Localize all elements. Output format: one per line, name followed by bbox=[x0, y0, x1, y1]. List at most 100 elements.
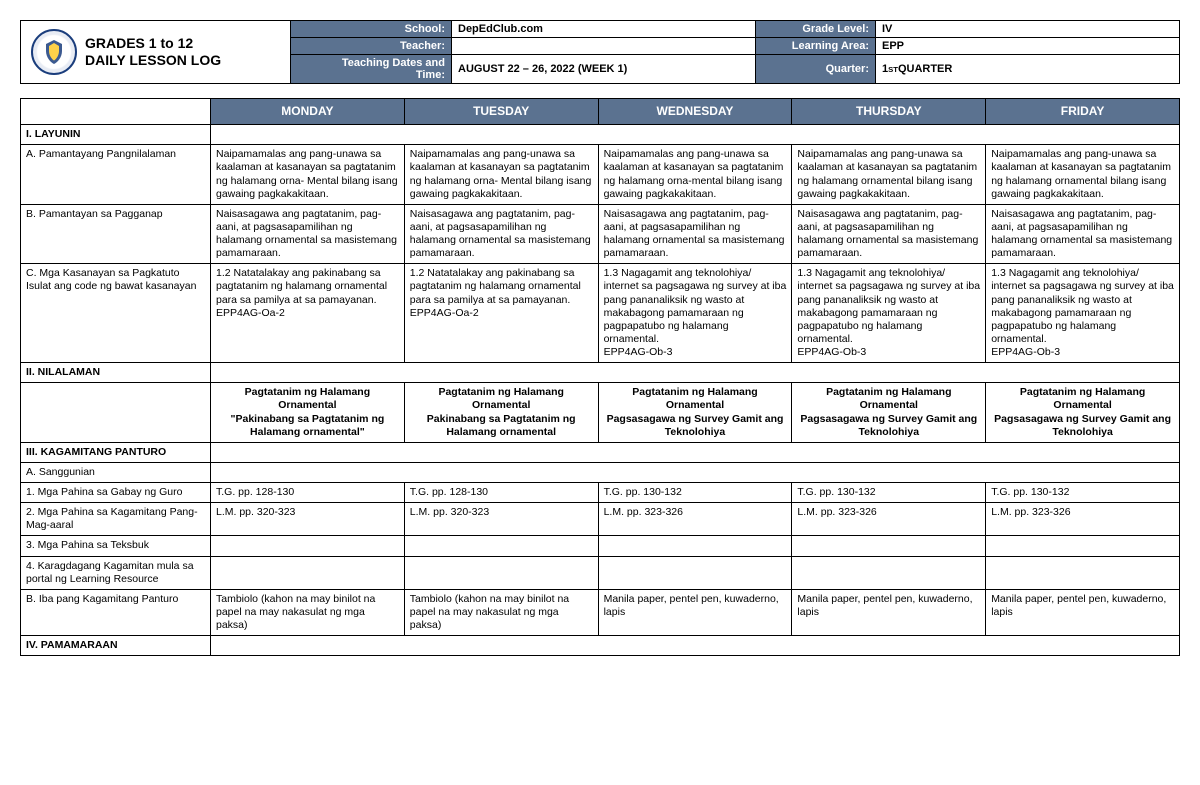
layunin-span bbox=[211, 125, 1180, 145]
row-kasanayan: C. Mga Kasanayan sa Pagkatuto Isulat ang… bbox=[21, 264, 1180, 363]
day-friday: FRIDAY bbox=[986, 99, 1180, 125]
cell: 1.2 Natatalakay ang pakinabang sa pagtat… bbox=[404, 264, 598, 363]
row-gabay: 1. Mga Pahina sa Gabay ng Guro T.G. pp. … bbox=[21, 483, 1180, 503]
cell: T.G. pp. 130-132 bbox=[986, 483, 1180, 503]
cell: L.M. pp. 323-326 bbox=[598, 503, 792, 536]
quarter-suffix: QUARTER bbox=[898, 63, 952, 75]
cell: Naipamamalas ang pang-unawa sa kaalaman … bbox=[211, 145, 405, 205]
grade-value: IV bbox=[875, 21, 1179, 38]
cell: L.M. pp. 323-326 bbox=[986, 503, 1180, 536]
row-pamantayang: A. Pamantayang Pangnilalaman Naipamamala… bbox=[21, 145, 1180, 205]
day-monday: MONDAY bbox=[211, 99, 405, 125]
cell: T.G. pp. 128-130 bbox=[404, 483, 598, 503]
row-pagganap: B. Pamantayan sa Pagganap Naisasagawa an… bbox=[21, 204, 1180, 264]
day-thursday: THURSDAY bbox=[792, 99, 986, 125]
kagamitan-span bbox=[211, 442, 1180, 462]
cell: L.M. pp. 323-326 bbox=[792, 503, 986, 536]
cell bbox=[792, 536, 986, 556]
ibapang-label: B. Iba pang Kagamitang Panturo bbox=[21, 589, 211, 635]
section-pamamaraan: IV. PAMAMARAAN bbox=[21, 636, 1180, 656]
cell: L.M. pp. 320-323 bbox=[404, 503, 598, 536]
cell: Naipamamalas ang pang-unawa sa kaalaman … bbox=[986, 145, 1180, 205]
nilalaman-label: II. NILALAMAN bbox=[21, 363, 211, 383]
grade-label: Grade Level: bbox=[755, 21, 875, 38]
cell: Manila paper, pentel pen, kuwaderno, lap… bbox=[598, 589, 792, 635]
section-kagamitan: III. KAGAMITANG PANTURO bbox=[21, 442, 1180, 462]
cell: Naipamamalas ang pang-unawa sa kaalaman … bbox=[792, 145, 986, 205]
cell: Pagtatanim ng Halamang Ornamental "Pakin… bbox=[211, 383, 405, 443]
cell: Manila paper, pentel pen, kuwaderno, lap… bbox=[792, 589, 986, 635]
magaaral-label: 2. Mga Pahina sa Kagamitang Pang-Mag-aar… bbox=[21, 503, 211, 536]
day-wednesday: WEDNESDAY bbox=[598, 99, 792, 125]
sanggunian-label: A. Sanggunian bbox=[21, 462, 211, 482]
cell: Naisasagawa ang pagtatanim, pag-aani, at… bbox=[986, 204, 1180, 264]
section-layunin: I. LAYUNIN bbox=[21, 125, 1180, 145]
title-line-1: GRADES 1 to 12 bbox=[85, 35, 221, 52]
row-karagdagan: 4. Karagdagang Kagamitan mula sa portal … bbox=[21, 556, 1180, 589]
stub-header bbox=[21, 99, 211, 125]
title-line-2: DAILY LESSON LOG bbox=[85, 52, 221, 69]
kasanayan-label: C. Mga Kasanayan sa Pagkatuto Isulat ang… bbox=[21, 264, 211, 363]
section-nilalaman: II. NILALAMAN bbox=[21, 363, 1180, 383]
cell: T.G. pp. 130-132 bbox=[598, 483, 792, 503]
cell: Naisasagawa ang pagtatanim, pag-aani, at… bbox=[211, 204, 405, 264]
layunin-label: I. LAYUNIN bbox=[21, 125, 211, 145]
cell: T.G. pp. 128-130 bbox=[211, 483, 405, 503]
cell: Pagtatanim ng Halamang Ornamental Pagsas… bbox=[598, 383, 792, 443]
dates-value: AUGUST 22 – 26, 2022 (WEEK 1) bbox=[451, 55, 755, 83]
teksbuk-label: 3. Mga Pahina sa Teksbuk bbox=[21, 536, 211, 556]
pamantayang-label: A. Pamantayang Pangnilalaman bbox=[21, 145, 211, 205]
row-sanggunian: A. Sanggunian bbox=[21, 462, 1180, 482]
cell: Tambiolo (kahon na may binilot na papel … bbox=[404, 589, 598, 635]
day-header-row: MONDAY TUESDAY WEDNESDAY THURSDAY FRIDAY bbox=[21, 99, 1180, 125]
row-ibapang: B. Iba pang Kagamitang Panturo Tambiolo … bbox=[21, 589, 1180, 635]
deped-logo-icon bbox=[31, 29, 77, 75]
area-value: EPP bbox=[875, 38, 1179, 55]
nilalaman-span bbox=[211, 363, 1180, 383]
cell: 1.2 Natatalakay ang pakinabang sa pagtat… bbox=[211, 264, 405, 363]
document-header: GRADES 1 to 12 DAILY LESSON LOG School: … bbox=[20, 20, 1180, 84]
cell: Pagtatanim ng Halamang Ornamental Pagsas… bbox=[986, 383, 1180, 443]
kagamitan-label: III. KAGAMITANG PANTURO bbox=[21, 442, 211, 462]
cell: Naisasagawa ang pagtatanim, pag-aani, at… bbox=[598, 204, 792, 264]
karagdagan-label: 4. Karagdagang Kagamitan mula sa portal … bbox=[21, 556, 211, 589]
dates-label-line2: Time: bbox=[416, 69, 445, 81]
cell bbox=[404, 536, 598, 556]
cell: Naipamamalas ang pang-unawa sa kaalaman … bbox=[404, 145, 598, 205]
cell bbox=[986, 536, 1180, 556]
cell: Naipamamalas ang pang-unawa sa kaalaman … bbox=[598, 145, 792, 205]
area-label: Learning Area: bbox=[755, 38, 875, 55]
header-left: GRADES 1 to 12 DAILY LESSON LOG bbox=[21, 21, 291, 83]
cell bbox=[986, 556, 1180, 589]
gabay-label: 1. Mga Pahina sa Gabay ng Guro bbox=[21, 483, 211, 503]
pagganap-label: B. Pamantayan sa Pagganap bbox=[21, 204, 211, 264]
row-magaaral: 2. Mga Pahina sa Kagamitang Pang-Mag-aar… bbox=[21, 503, 1180, 536]
row-teksbuk: 3. Mga Pahina sa Teksbuk bbox=[21, 536, 1180, 556]
school-label: School: bbox=[291, 21, 451, 38]
cell bbox=[792, 556, 986, 589]
cell: L.M. pp. 320-323 bbox=[211, 503, 405, 536]
cell: Naisasagawa ang pagtatanim, pag-aani, at… bbox=[404, 204, 598, 264]
cell: Manila paper, pentel pen, kuwaderno, lap… bbox=[986, 589, 1180, 635]
header-right: School: DepEdClub.com Grade Level: IV Te… bbox=[291, 21, 1179, 83]
cell: Tambiolo (kahon na may binilot na papel … bbox=[211, 589, 405, 635]
cell: T.G. pp. 130-132 bbox=[792, 483, 986, 503]
dates-label-line1: Teaching Dates and bbox=[342, 57, 445, 69]
quarter-sup: ST bbox=[888, 65, 898, 74]
dates-label: Teaching Dates and Time: bbox=[291, 55, 451, 83]
cell: 1.3 Nagagamit ang teknolohiya/ internet … bbox=[598, 264, 792, 363]
cell: Naisasagawa ang pagtatanim, pag-aani, at… bbox=[792, 204, 986, 264]
cell: Pagtatanim ng Halamang Ornamental Pagsas… bbox=[792, 383, 986, 443]
nilalaman-stub bbox=[21, 383, 211, 443]
lesson-table: MONDAY TUESDAY WEDNESDAY THURSDAY FRIDAY… bbox=[20, 98, 1180, 656]
teacher-label: Teacher: bbox=[291, 38, 451, 55]
cell: Pagtatanim ng Halamang Ornamental Pakina… bbox=[404, 383, 598, 443]
cell: 1.3 Nagagamit ang teknolohiya/ internet … bbox=[792, 264, 986, 363]
cell bbox=[598, 536, 792, 556]
cell bbox=[598, 556, 792, 589]
teacher-value bbox=[451, 38, 755, 55]
sanggunian-span bbox=[211, 462, 1180, 482]
quarter-label: Quarter: bbox=[755, 55, 875, 83]
cell: 1.3 Nagagamit ang teknolohiya/ internet … bbox=[986, 264, 1180, 363]
pamamaraan-label: IV. PAMAMARAAN bbox=[21, 636, 211, 656]
